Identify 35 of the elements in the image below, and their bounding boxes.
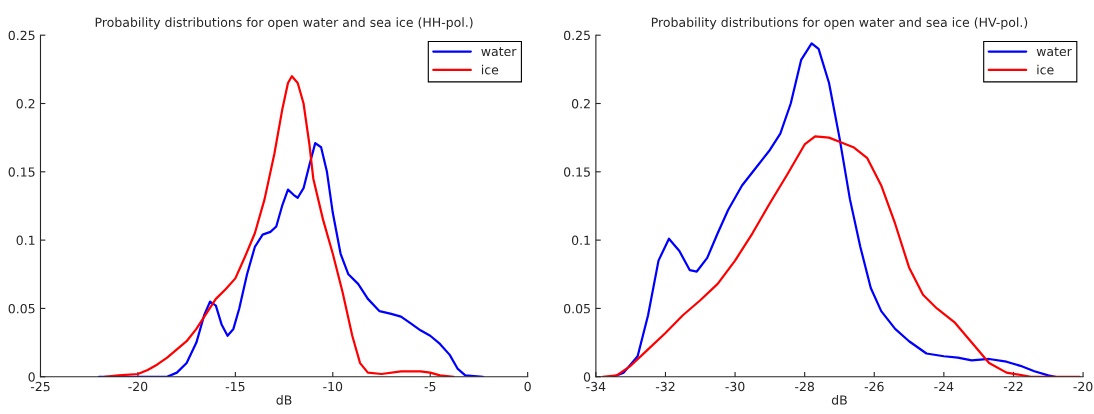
x-tick-label: -34 (586, 381, 606, 392)
y-tick-label: 0.05 (8, 303, 35, 314)
legend-label: ice (481, 64, 499, 75)
y-tick-label: 0.25 (564, 30, 590, 41)
y-tick-label: 0.05 (564, 303, 590, 314)
x-tick-label: -20 (128, 381, 148, 392)
x-tick-label: 0 (524, 381, 531, 392)
legend-label: water (481, 47, 517, 57)
chart-title: Probability distributions for open water and sea ice (HH-pol.) (95, 17, 473, 30)
x-axis-title: dB (831, 395, 847, 405)
line-series (103, 75, 455, 377)
x-tick-label: -30 (725, 381, 745, 392)
y-tick-label: 0 (583, 372, 591, 382)
x-tick-label: -15 (225, 381, 245, 392)
x-axis-title: dB (276, 395, 292, 405)
y-tick-label: 0.15 (8, 167, 35, 177)
x-tick-label: -5 (424, 381, 436, 392)
y-tick-label: 0 (28, 372, 35, 382)
y-tick-label: 0.2 (571, 98, 590, 109)
chart-title: Probability distributions for open water and sea ice (HV-pol.) (651, 17, 1028, 30)
y-tick-label: 0.1 (16, 235, 35, 246)
y-tick-label: 0.1 (571, 235, 590, 246)
x-tick-label: -22 (1003, 381, 1023, 392)
x-tick-label: -24 (934, 381, 954, 392)
legend-label: ice (1037, 64, 1054, 75)
y-tick-label: 0.25 (8, 30, 35, 41)
x-tick-label: -28 (795, 381, 815, 392)
legend-label: water (1036, 47, 1072, 57)
x-tick-label: -26 (864, 381, 884, 392)
x-tick-label: -20 (1073, 381, 1093, 392)
x-tick-label: -32 (655, 381, 675, 392)
x-tick-label: -25 (30, 381, 50, 392)
y-tick-label: 0.15 (564, 167, 590, 177)
y-tick-label: 0.2 (16, 98, 35, 109)
x-tick-label: -10 (323, 381, 343, 392)
